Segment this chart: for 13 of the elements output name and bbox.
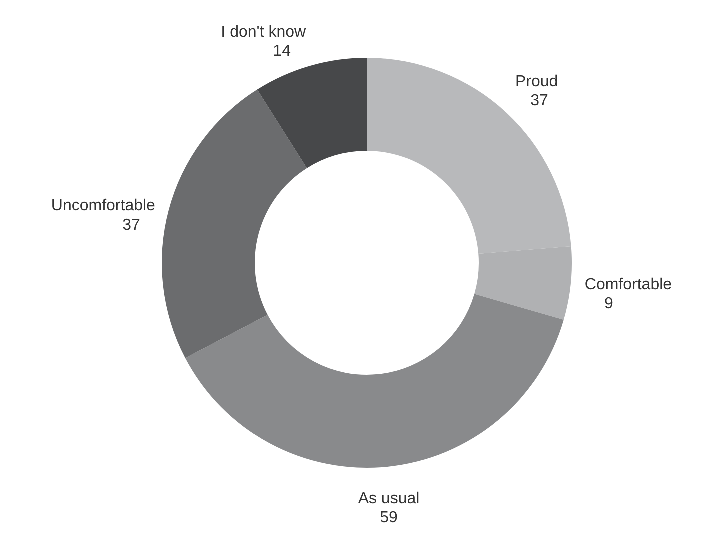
slice-label: As usual <box>358 490 420 508</box>
slice-label: Uncomfortable <box>51 198 156 215</box>
slice-label: I don't know <box>221 24 307 42</box>
slice-label: Comfortable <box>584 276 672 294</box>
slice-label: Proud <box>515 73 558 90</box>
data-label: 37 <box>530 92 548 110</box>
donut-slice <box>257 58 367 168</box>
donut-slice <box>185 294 564 468</box>
donut-slice <box>162 90 308 358</box>
data-label: 37 <box>122 216 140 234</box>
data-label: 59 <box>380 509 398 526</box>
data-label: 9 <box>604 296 614 313</box>
data-label: 14 <box>273 43 292 60</box>
